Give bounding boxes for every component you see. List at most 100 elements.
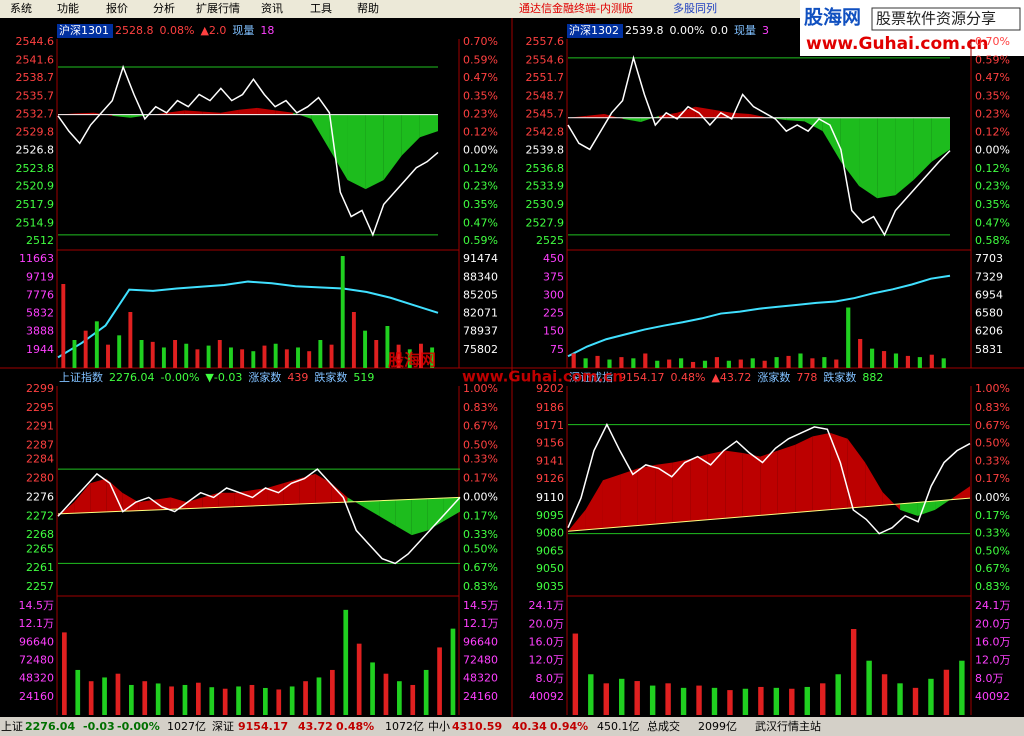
- pct-tick-label: 0.47%: [975, 71, 1010, 84]
- strength-area: [218, 492, 235, 508]
- price-tick-label: 2544.6: [16, 35, 55, 48]
- pct-tick-label: 0.00%: [975, 491, 1010, 504]
- strength-area: [777, 444, 796, 514]
- volume-bar: [897, 683, 903, 715]
- volume-bar: [571, 353, 576, 368]
- volume-bar: [316, 677, 322, 715]
- volume-bar: [742, 688, 749, 715]
- price-tick-label: 2257: [26, 580, 54, 593]
- strength-area: [315, 473, 332, 504]
- volume-bar: [634, 681, 640, 715]
- volume-tick-label-right: 40092: [975, 690, 1010, 703]
- menu-item[interactable]: 功能: [57, 1, 79, 15]
- volume-bar: [943, 669, 950, 715]
- strength-area: [401, 114, 420, 156]
- volume-bar: [161, 347, 166, 368]
- price-tick-label: 2533.9: [526, 180, 565, 193]
- volume-bar: [397, 681, 402, 715]
- price-tick-label: 2548.7: [526, 89, 565, 102]
- header-field: 0.48%: [671, 371, 706, 384]
- menu-item[interactable]: 资讯: [261, 2, 283, 15]
- pct-tick-label: 1.00%: [975, 382, 1010, 395]
- volume-bar: [583, 358, 588, 368]
- volume-bar: [62, 632, 67, 715]
- header-field: 上证指数: [59, 370, 103, 384]
- price-tick-label: 2527.9: [526, 216, 565, 229]
- status-field: 深证: [212, 720, 234, 733]
- menu-item[interactable]: 系统: [10, 2, 32, 15]
- price-tick-label: 2517.9: [16, 198, 55, 211]
- volume-bar: [850, 629, 857, 715]
- pct-tick-label: 0.50%: [975, 437, 1010, 450]
- header-field: 2539.8: [625, 24, 664, 37]
- volume-bar: [142, 681, 148, 715]
- volume-bar: [881, 351, 887, 368]
- watermark-url: www.Guhai.com.cn: [462, 368, 623, 386]
- volume-bar: [607, 359, 612, 368]
- volume-tick-label: 12.0万: [529, 654, 565, 667]
- price-line: [567, 55, 951, 237]
- strength-area: [365, 114, 384, 190]
- strength-area: [812, 432, 831, 512]
- price-tick-label: 2520.9: [16, 180, 55, 193]
- strength-area: [830, 432, 848, 510]
- volume-tick-label: 12.1万: [19, 617, 55, 630]
- menu-item[interactable]: 分析: [153, 1, 175, 15]
- strength-area: [900, 502, 918, 516]
- header-field: 涨家数: [248, 370, 281, 384]
- header-highlight: [567, 24, 623, 38]
- strength-area: [299, 473, 316, 505]
- volume-bar: [75, 669, 81, 715]
- price-tick-label: 2554.6: [526, 53, 565, 66]
- view-mode[interactable]: 多股同列: [673, 1, 717, 15]
- volume-bar: [106, 344, 110, 368]
- menu-item[interactable]: 帮助: [357, 1, 379, 15]
- price-tick-label: 2551.7: [526, 71, 565, 84]
- pct-tick-label: 0.83%: [463, 401, 498, 414]
- amount-tick-label: 7703: [975, 252, 1003, 265]
- volume-bar: [929, 354, 934, 368]
- strength-area: [329, 114, 348, 180]
- volume-tick-label: 20.0万: [529, 617, 565, 630]
- pct-tick-label: 0.35%: [975, 198, 1010, 211]
- pct-tick-label: 0.67%: [975, 419, 1010, 432]
- header-field: 涨家数: [757, 370, 790, 384]
- strength-area: [672, 458, 691, 523]
- menu-item[interactable]: 工具: [310, 2, 332, 15]
- strength-area: [655, 462, 673, 525]
- status-field: 1027亿: [167, 720, 206, 733]
- amount-tick-label: 6954: [975, 288, 1003, 301]
- strength-area: [731, 112, 750, 118]
- logo-name: 股海网: [804, 6, 861, 29]
- header-field: -0.00%: [161, 371, 200, 384]
- volume-bar: [129, 684, 134, 715]
- volume-bar: [173, 340, 178, 368]
- volume-bar: [649, 685, 656, 715]
- strength-area: [637, 464, 656, 526]
- volume-tick-label: 7776: [26, 288, 54, 301]
- price-tick-label: 2512: [26, 234, 54, 247]
- volume-bar: [102, 677, 107, 715]
- volume-bar: [251, 351, 256, 368]
- volume-bar: [296, 347, 300, 368]
- strength-area: [311, 114, 330, 150]
- status-field: 2099亿: [698, 720, 737, 733]
- status-field: 0.48%: [336, 720, 374, 733]
- price-tick-label: 2514.9: [16, 216, 55, 229]
- volume-bar: [356, 643, 362, 715]
- menu-item[interactable]: 扩展行情: [196, 1, 240, 15]
- base-line: [567, 497, 971, 532]
- amount-tick-label: 7329: [975, 270, 1003, 283]
- amount-tick-label: 75802: [463, 343, 498, 356]
- menu-bar: [0, 0, 1024, 18]
- volume-bar: [680, 687, 687, 715]
- price-tick-label: 2532.7: [16, 108, 55, 121]
- volume-tick-label: 375: [543, 270, 564, 283]
- pct-tick-label: 0.00%: [463, 144, 498, 157]
- menu-item[interactable]: 报价: [106, 1, 128, 15]
- price-tick-label: 2526.8: [16, 144, 55, 157]
- volume-bar: [667, 359, 672, 368]
- header-highlight: [57, 24, 113, 38]
- volume-bar: [340, 256, 345, 368]
- volume-tick-label: 14.5万: [19, 599, 55, 612]
